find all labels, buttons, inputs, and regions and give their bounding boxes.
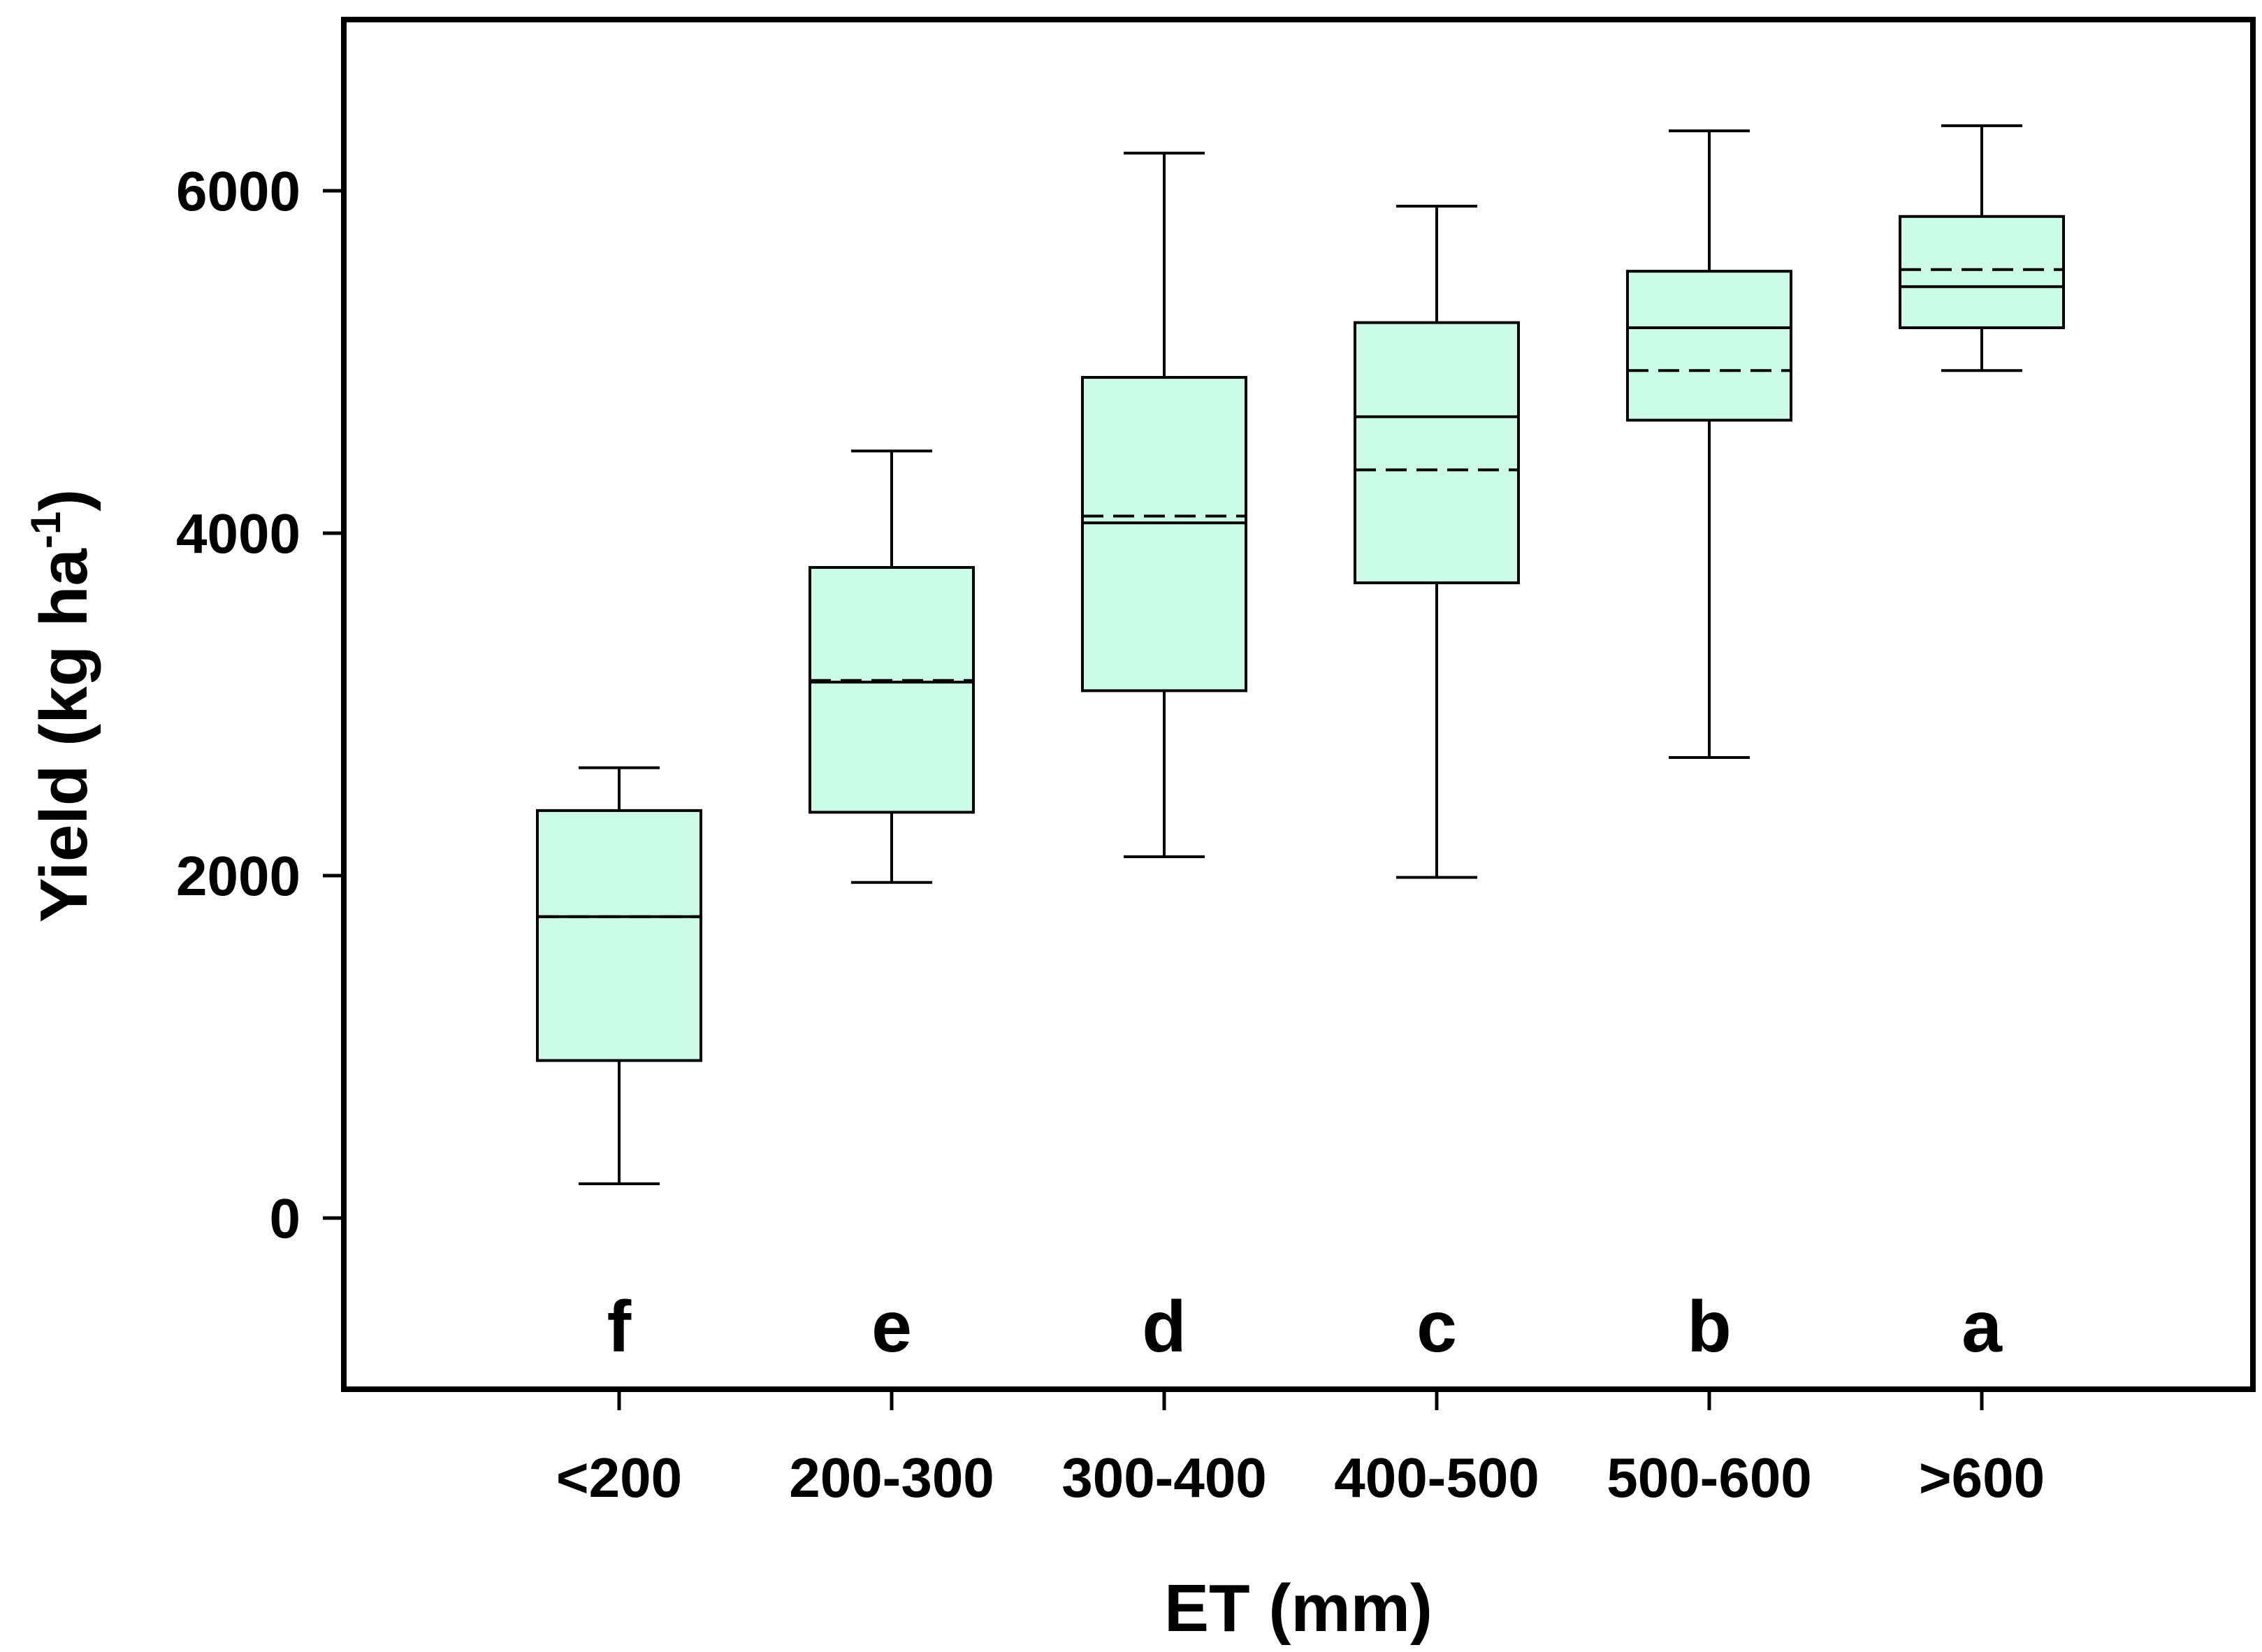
y-axis-title-main: Yield (kg ha: [27, 548, 101, 922]
significance-letter: e: [871, 1287, 912, 1368]
significance-letter: c: [1416, 1287, 1457, 1368]
x-tick-label: 400-500: [1334, 1447, 1539, 1509]
box-group: [1354, 205, 1520, 879]
x-axis: <200 200-300 300-400 400-500 500-600 >600: [556, 1389, 2045, 1509]
box-group: [809, 449, 975, 884]
x-tick-label: 200-300: [789, 1447, 994, 1509]
x-tick-label: <200: [556, 1447, 682, 1509]
iqr-box: [1081, 376, 1247, 693]
significance-letter: b: [1687, 1287, 1732, 1368]
y-tick-label: 4000: [176, 502, 300, 565]
significance-letter: f: [607, 1287, 632, 1368]
y-axis-title-superscript: -1: [22, 512, 69, 549]
x-tick-label: 300-400: [1061, 1447, 1267, 1509]
box-group: [1899, 124, 2065, 372]
y-axis-title: Yield (kg ha-1): [22, 489, 101, 923]
significance-letter: d: [1142, 1287, 1187, 1368]
y-axis: 0 2000 4000 6000: [176, 160, 344, 1249]
box-group: [1626, 129, 1792, 759]
y-tick-label: 0: [270, 1187, 301, 1249]
x-axis-title: ET (mm): [1164, 1571, 1433, 1646]
significance-letter: a: [1962, 1287, 2003, 1368]
iqr-box: [536, 809, 702, 1062]
iqr-box: [1626, 270, 1792, 422]
iqr-box: [1899, 215, 2065, 329]
y-tick-label: 6000: [176, 160, 300, 222]
y-tick-label: 2000: [176, 845, 300, 907]
box-group: [536, 766, 702, 1185]
x-tick-label: 500-600: [1607, 1447, 1812, 1509]
plot-frame: [341, 17, 2256, 1392]
iqr-box: [1354, 321, 1520, 585]
y-axis-title-close: ): [27, 489, 101, 512]
iqr-box: [809, 566, 975, 814]
box-group: [1081, 152, 1247, 859]
x-tick-label: >600: [1919, 1447, 2045, 1509]
box-series: [536, 124, 2065, 1185]
